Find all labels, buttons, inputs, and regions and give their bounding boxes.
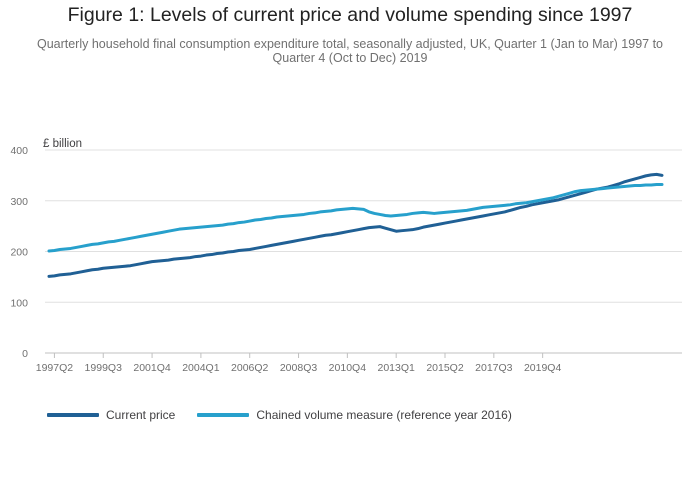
legend-swatch-volume <box>197 413 250 417</box>
series-line-current-price <box>47 172 664 278</box>
x-tick-label-2017Q3: 2017Q3 <box>475 362 513 374</box>
y-axis-unit-label: £ billion <box>43 138 82 150</box>
axis-layer: 0 100 200 300 400 1997Q2 1999Q3 2001Q4 2004Q1 200… <box>10 145 682 374</box>
legend-item-current-price[interactable]: Current price <box>47 408 175 422</box>
y-tick-label-100: 100 <box>10 297 28 309</box>
legend-label-current-price: Current price <box>106 408 176 422</box>
x-tick-label-2019Q4: 2019Q4 <box>524 362 562 374</box>
y-tick-label-400: 400 <box>10 145 28 157</box>
y-tick-label-0: 0 <box>22 348 28 360</box>
x-tick-label-2013Q1: 2013Q1 <box>377 362 415 374</box>
x-tick-label-2008Q3: 2008Q3 <box>280 362 318 374</box>
legend-label-volume: Chained volume measure (reference year 2… <box>256 408 512 422</box>
grid-layer <box>45 149 682 303</box>
series-layer <box>47 172 664 278</box>
x-tick-label-2015Q2: 2015Q2 <box>426 362 464 374</box>
chart-subtitle: Quarterly household final consumption ex… <box>36 37 664 65</box>
series-line-volume <box>47 183 664 253</box>
x-tick-label-2001Q4: 2001Q4 <box>133 362 171 374</box>
y-tick-label-200: 200 <box>10 247 28 259</box>
x-tick-label-1999Q3: 1999Q3 <box>85 362 123 374</box>
x-tick-label-2010Q4: 2010Q4 <box>329 362 367 374</box>
legend-swatch-current-price <box>47 413 99 417</box>
chart-title: Figure 1: Levels of current price and vo… <box>67 4 633 26</box>
y-tick-label-300: 300 <box>10 196 28 208</box>
legend: Current price Chained volume measure (re… <box>47 408 534 422</box>
x-tick-label-2006Q2: 2006Q2 <box>231 362 269 374</box>
x-tick-label-1997Q2: 1997Q2 <box>36 362 74 374</box>
legend-item-volume[interactable]: Chained volume measure (reference year 2… <box>197 408 512 422</box>
x-tick-label-2004Q1: 2004Q1 <box>182 362 220 374</box>
